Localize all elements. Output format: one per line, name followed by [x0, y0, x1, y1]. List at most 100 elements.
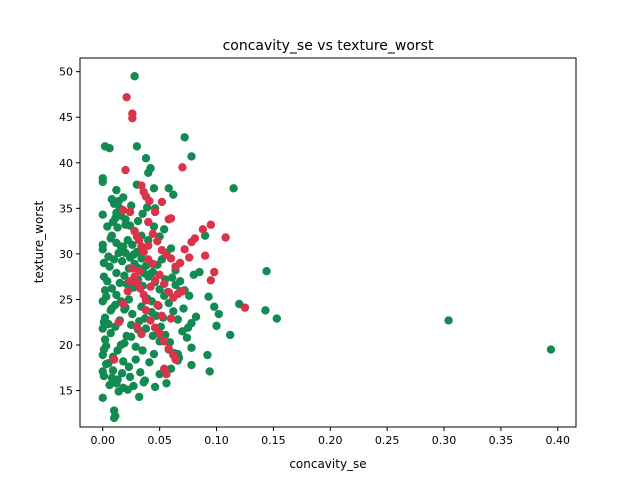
- data-point: [141, 261, 151, 270]
- data-point: [167, 273, 177, 282]
- data-point: [146, 164, 155, 173]
- data-point: [150, 382, 160, 392]
- data-point: [124, 295, 134, 304]
- data-point: [206, 220, 216, 229]
- data-point: [124, 362, 134, 372]
- data-point: [153, 236, 162, 246]
- data-point: [98, 210, 107, 219]
- data-point: [166, 254, 176, 263]
- data-point: [112, 290, 121, 300]
- data-point: [101, 341, 111, 351]
- data-point: [103, 277, 112, 286]
- data-point: [113, 375, 122, 384]
- data-point: [111, 214, 120, 223]
- data-point: [183, 323, 193, 332]
- data-point: [221, 233, 230, 242]
- data-point: [166, 214, 176, 223]
- data-point: [109, 355, 119, 364]
- data-point: [261, 306, 270, 315]
- data-point: [125, 277, 135, 286]
- data-point: [129, 381, 138, 391]
- x-tick-label: 0.15: [261, 434, 286, 447]
- data-point: [153, 300, 162, 310]
- data-point: [205, 367, 214, 376]
- data-point: [114, 318, 123, 327]
- data-point: [162, 369, 171, 379]
- data-point: [159, 279, 169, 289]
- data-point: [114, 248, 123, 258]
- x-tick-label: 0.20: [318, 434, 343, 447]
- data-point: [125, 372, 135, 382]
- data-point: [175, 258, 185, 268]
- data-point: [128, 309, 137, 319]
- data-point: [145, 196, 154, 206]
- data-point: [134, 392, 144, 402]
- data-point: [157, 311, 167, 321]
- y-axis-label: texture_worst: [32, 201, 46, 284]
- data-point: [178, 163, 187, 172]
- data-point: [144, 241, 153, 250]
- data-point: [100, 335, 110, 344]
- data-point: [191, 312, 201, 321]
- x-tick-label: 0.40: [546, 434, 571, 447]
- data-point: [210, 267, 219, 277]
- data-point: [132, 322, 142, 331]
- data-point: [104, 252, 113, 261]
- data-point: [134, 236, 144, 245]
- data-point: [141, 296, 151, 305]
- data-point: [179, 304, 188, 313]
- data-point: [169, 307, 178, 316]
- data-point: [139, 247, 148, 257]
- data-point: [129, 250, 138, 259]
- data-point: [212, 321, 221, 331]
- data-point: [187, 152, 196, 161]
- data-point: [98, 177, 107, 187]
- data-point: [117, 369, 127, 378]
- data-point: [145, 358, 154, 367]
- data-point: [119, 193, 128, 202]
- data-point: [121, 220, 130, 229]
- data-point: [178, 287, 187, 296]
- data-point: [137, 181, 146, 190]
- data-point: [132, 142, 142, 151]
- data-point: [120, 271, 129, 280]
- data-point: [262, 267, 271, 276]
- data-point: [159, 337, 169, 346]
- data-point: [131, 355, 140, 364]
- y-tick-label: 50: [59, 66, 73, 79]
- data-point: [125, 207, 135, 217]
- data-point: [157, 197, 167, 207]
- data-point: [141, 306, 151, 315]
- data-point: [100, 286, 110, 295]
- data-point: [166, 314, 176, 323]
- data-point: [137, 329, 146, 339]
- data-point: [180, 245, 189, 254]
- data-point: [146, 269, 155, 279]
- data-point: [210, 302, 219, 311]
- data-point: [155, 270, 164, 280]
- data-point: [112, 185, 121, 195]
- x-tick-label: 0.25: [375, 434, 400, 447]
- data-point: [240, 303, 250, 312]
- plot-frame: [79, 57, 577, 428]
- data-point: [106, 234, 115, 243]
- data-point: [146, 316, 155, 325]
- data-point: [119, 357, 128, 366]
- data-point: [159, 225, 169, 234]
- data-point: [131, 342, 140, 352]
- y-tick-label: 35: [59, 202, 73, 215]
- data-point: [141, 154, 151, 163]
- data-point: [200, 251, 210, 260]
- y-tick-label: 15: [59, 385, 73, 398]
- data-point: [149, 222, 159, 231]
- data-point: [204, 292, 213, 301]
- data-point: [155, 329, 164, 339]
- data-point: [98, 350, 107, 360]
- x-tick-label: 0.35: [489, 434, 514, 447]
- data-point: [101, 292, 111, 301]
- data-point: [103, 222, 112, 231]
- data-point: [121, 165, 130, 175]
- y-axis: 15 20 25 30 35 40 45 50: [59, 66, 80, 398]
- data-point: [112, 268, 121, 278]
